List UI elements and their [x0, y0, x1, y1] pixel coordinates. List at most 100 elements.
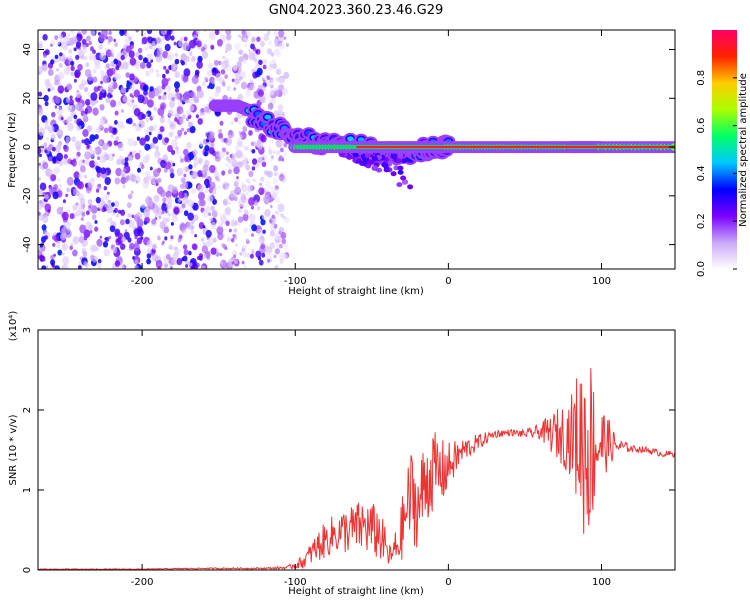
spectrogram-noise-blob: [198, 191, 205, 201]
spectrogram-noise-blob: [100, 106, 104, 111]
spectrogram-noise-blob: [264, 180, 271, 188]
spectrogram-noise-blob: [50, 174, 57, 182]
spectrogram-noise-blob: [152, 44, 158, 51]
spectrogram-noise-blob: [228, 258, 235, 268]
spectrogram-noise-blob: [186, 128, 191, 133]
spectrogram-branch-blob: [346, 154, 353, 160]
spectrogram-noise-blob: [77, 202, 84, 210]
spectrogram-noise-blob: [180, 222, 186, 228]
spectrogram-noise-blob: [280, 231, 287, 240]
spectrogram-noise-blob: [170, 35, 175, 41]
spectrogram-noise-blob: [215, 85, 221, 93]
spectrogram-noise-blob: [248, 170, 254, 178]
spectrogram-noise-blob: [182, 196, 189, 205]
spectrogram-branch-blob: [397, 169, 404, 175]
spectrogram-noise-blob: [116, 213, 120, 218]
spectrogram-noise-blob: [251, 248, 255, 253]
spectrogram-noise-blob: [276, 110, 284, 119]
spectrogram-noise-blob: [238, 56, 244, 63]
spectrogram-noise-blob: [281, 238, 286, 244]
spectrogram-noise-blob: [244, 145, 249, 151]
spectrogram-noise-blob: [102, 75, 110, 84]
spectrogram-noise-blob: [107, 199, 112, 205]
spectrogram-noise-blob: [131, 214, 135, 219]
spectrogram-noise-blob: [140, 62, 146, 69]
spectrogram-noise-blob: [202, 225, 206, 229]
spectrogram-noise-blob: [274, 196, 281, 204]
spectrogram-noise-blob: [40, 236, 47, 243]
spectrogram-noise-blob: [50, 259, 56, 266]
spectrogram-noise-blob: [81, 139, 85, 144]
spectrogram-noise-blob: [129, 151, 133, 155]
snr-y-tick-label: 0: [22, 567, 33, 573]
spectrogram-noise-blob: [38, 162, 41, 167]
spectrogram-noise-blob: [49, 169, 54, 175]
spectrogram-noise-blob: [62, 199, 66, 204]
spectrogram-noise-blob: [245, 191, 249, 196]
spectrogram-noise-blob: [219, 120, 224, 126]
spectrogram-noise-blob: [101, 88, 105, 94]
spectrogram-noise-blob: [196, 60, 203, 69]
spectrogram-noise-blob: [233, 166, 240, 175]
spectrogram-noise-blob: [192, 149, 198, 156]
spectrogram-noise-blob: [60, 206, 64, 211]
spectrogram-noise-blob: [237, 216, 244, 223]
spectrogram-noise-blob: [80, 217, 84, 221]
spectrogram-noise-blob: [262, 194, 270, 204]
spectrogram-noise-blob: [144, 143, 151, 151]
spectrogram-noise-blob: [72, 188, 79, 196]
spectrogram-noise-blob: [154, 179, 159, 184]
spectrogram-noise-blob: [204, 76, 208, 82]
spectrogram-noise-blob: [125, 218, 130, 225]
spectrogram-noise-blob: [197, 184, 204, 193]
spectrogram-noise-blob: [233, 87, 237, 91]
spectrogram-noise-blob: [181, 114, 186, 120]
spectrogram-noise-blob: [42, 215, 49, 224]
spectrogram-noise-blob: [174, 81, 180, 89]
spectrogram-noise-blob: [258, 236, 265, 244]
spectrogram-noise-blob: [146, 53, 153, 62]
spectrogram-noise-blob: [274, 264, 279, 269]
spectrogram-y-tick-label: 0: [22, 144, 33, 150]
spectrogram-noise-blob: [165, 85, 172, 92]
spectrogram-noise-blob: [121, 64, 125, 69]
spectrogram-noise-blob: [113, 140, 119, 146]
spectrogram-noise-blob: [111, 211, 116, 216]
spectrogram-noise-blob: [120, 243, 126, 250]
spectrogram-noise-blob: [65, 97, 70, 103]
spectrogram-noise-blob: [144, 216, 150, 224]
spectrogram-noise-blob: [109, 82, 114, 88]
spectrogram-noise-blob: [279, 42, 285, 50]
spectrogram-noise-blob: [73, 171, 80, 180]
spectrogram-noise-blob: [261, 161, 267, 168]
spectrogram-noise-blob: [216, 39, 223, 47]
spectrogram-noise-blob: [270, 155, 275, 160]
spectrogram-noise-blob: [157, 235, 161, 241]
spectrogram-noise-blob: [267, 185, 274, 194]
spectrogram-noise-blob: [162, 240, 165, 244]
spectrogram-noise-blob: [108, 236, 112, 240]
spectrogram-noise-blob: [96, 262, 102, 269]
spectrogram-noise-blob: [188, 98, 194, 106]
spectrogram-noise-blob: [220, 69, 226, 75]
spectrogram-noise-blob: [145, 118, 150, 123]
spectrogram-noise-blob: [127, 117, 133, 125]
spectrogram-noise-blob: [147, 99, 154, 108]
spectrogram-noise-blob: [243, 37, 247, 42]
spectrogram-noise-blob: [81, 211, 86, 217]
spectrogram-noise-blob: [99, 235, 103, 239]
spectrogram-noise-blob: [190, 229, 195, 235]
spectrogram-noise-blob: [86, 125, 93, 132]
spectrogram-x-tick-label: -200: [131, 276, 154, 287]
spectrogram-noise-blob: [249, 79, 254, 84]
spectrogram-noise-blob: [137, 167, 141, 173]
spectrogram-noise-blob: [107, 35, 113, 43]
spectrogram-noise-blob: [120, 209, 126, 216]
colorbar-ticks: 0.0 0.2 0.4 0.6 0.8: [696, 70, 737, 277]
spectrogram-branch-blob: [371, 156, 378, 162]
snr-x-tick-label: -100: [284, 577, 307, 588]
spectrogram-noise-blob: [238, 49, 244, 55]
spectrogram-noise-blob: [211, 209, 218, 218]
spectrogram-noise-blob: [40, 255, 46, 262]
spectrogram-noise-blob: [101, 142, 108, 151]
